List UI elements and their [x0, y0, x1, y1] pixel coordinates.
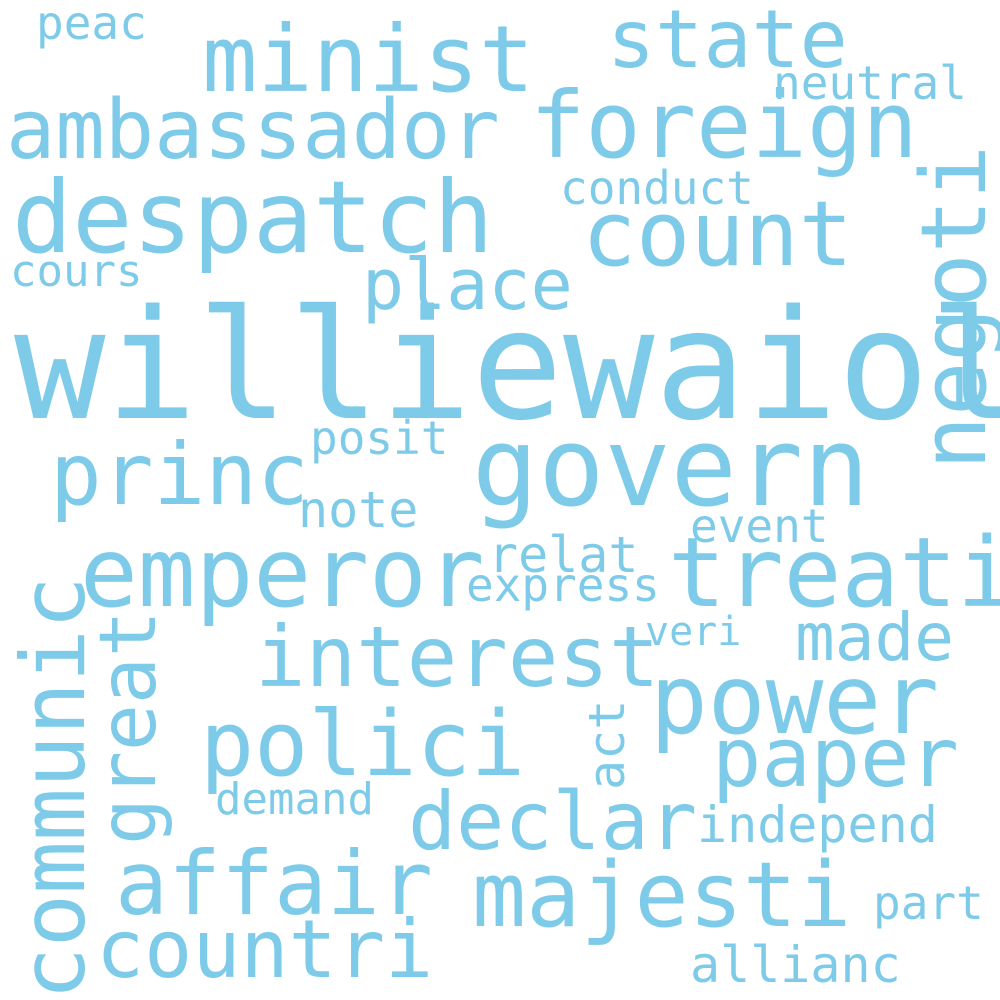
word-ambassador: ambassador: [6, 83, 500, 178]
word-demand: demand: [215, 774, 374, 825]
word-interest: interest: [255, 608, 660, 706]
word-great: great: [84, 610, 174, 845]
word-foreign: foreign: [530, 72, 918, 179]
word-allianc: allianc: [690, 936, 901, 994]
word-made: made: [795, 599, 954, 676]
word-majesti: majesti: [472, 843, 852, 948]
word-despatch: despatch: [12, 159, 494, 276]
word-independ: independ: [697, 796, 938, 854]
word-conduct: conduct: [560, 161, 754, 215]
word-williewaiola: williewaiola: [14, 277, 1000, 454]
word-veri: veri: [645, 609, 742, 655]
word-count: count: [582, 182, 853, 287]
word-countri: countri: [96, 903, 434, 996]
word-act: act: [578, 699, 636, 790]
word-place: place: [362, 244, 573, 326]
word-peac: peac: [36, 0, 147, 50]
word-treati: treati: [668, 517, 1000, 629]
word-relat: relat: [488, 526, 639, 584]
word-govern: govern: [472, 403, 870, 531]
word-emperor: emperor: [80, 517, 485, 629]
word-negoti: negoti: [902, 144, 1000, 470]
word-princ: princ: [50, 425, 309, 525]
word-cours: cours: [10, 246, 143, 297]
word-neutral: neutral: [773, 56, 967, 110]
word-paper: paper: [712, 711, 959, 806]
word-note: note: [298, 481, 419, 539]
word-event: event: [690, 499, 829, 553]
word-express: express: [466, 558, 660, 612]
word-power: power: [650, 644, 939, 756]
word-polici: polici: [200, 692, 526, 797]
word-posit: posit: [310, 411, 449, 465]
word-declar: declar: [408, 775, 697, 868]
word-affair: affair: [115, 832, 433, 935]
word-minist: minist: [202, 6, 535, 113]
word-part: part: [873, 876, 984, 930]
word-state: state: [607, 0, 848, 86]
